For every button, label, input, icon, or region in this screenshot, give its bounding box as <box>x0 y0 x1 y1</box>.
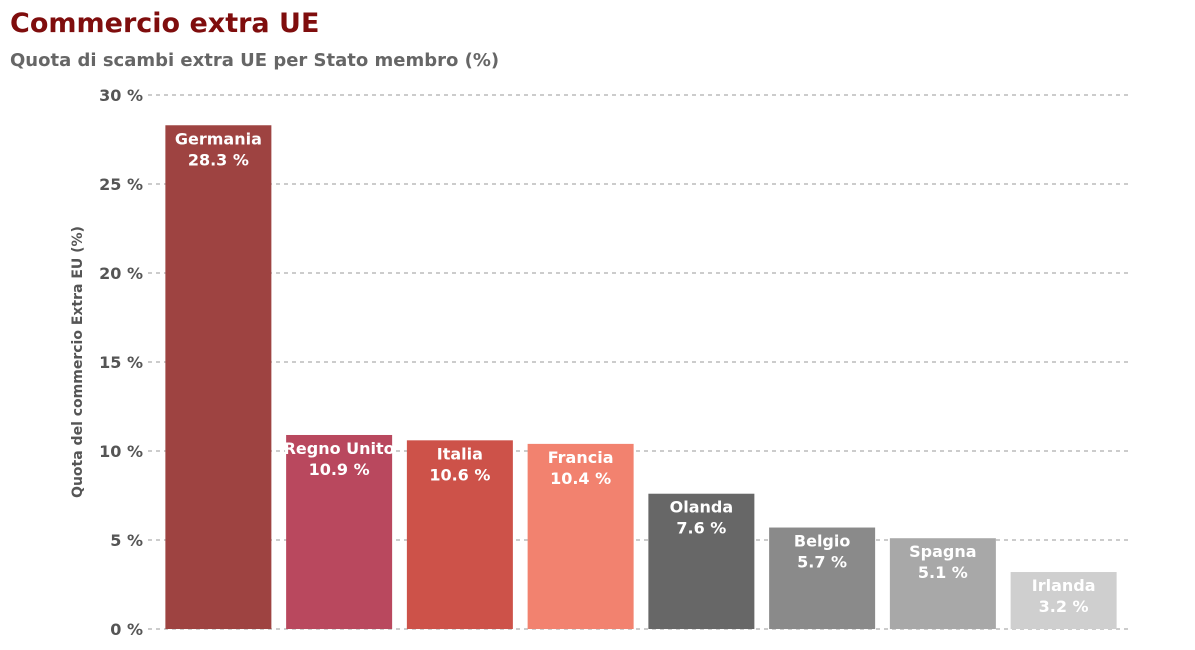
bar-germania <box>165 125 272 629</box>
bar-category-label: Francia <box>548 448 614 467</box>
bar-value-label: 28.3 % <box>188 150 249 169</box>
y-axis-ticks: 0 % 5 % 10 % 15 % 20 % 25 % 30 % <box>99 86 143 639</box>
bar-value-label: 10.9 % <box>309 460 370 479</box>
bar-category-label: Olanda <box>670 498 734 517</box>
bar-olanda <box>648 493 755 629</box>
bar-value-label: 10.6 % <box>429 465 490 484</box>
bar-italia <box>406 440 513 629</box>
bar-category-label: Spagna <box>909 542 976 561</box>
bar-regno-unito <box>286 434 393 629</box>
chart-title: Commercio extra UE <box>10 8 320 39</box>
bar-value-label: 7.6 % <box>676 519 726 538</box>
chart-subtitle: Quota di scambi extra UE per Stato membr… <box>10 50 500 71</box>
bar-category-label: Belgio <box>794 532 850 551</box>
bar-spagna <box>889 538 996 629</box>
bar-belgio <box>769 527 876 629</box>
y-tick-label: 20 % <box>99 264 143 283</box>
bar-category-label: Regno Unito <box>284 439 395 458</box>
bar-category-label: Germania <box>175 129 262 148</box>
y-axis-title: Quota del commercio Extra EU (%) <box>70 226 86 498</box>
bar-category-label: Irlanda <box>1032 576 1096 595</box>
bar-value-label: 5.7 % <box>797 553 847 572</box>
bar-irlanda <box>1010 572 1117 629</box>
y-tick-label: 0 % <box>110 620 143 639</box>
bar-category-label: Italia <box>437 444 483 463</box>
bar-value-label: 5.1 % <box>918 563 968 582</box>
y-tick-label: 15 % <box>99 353 143 372</box>
bar-value-label: 3.2 % <box>1039 597 1089 616</box>
bar-value-label: 10.4 % <box>550 469 611 488</box>
bars <box>165 125 1117 629</box>
bar-francia <box>527 443 634 629</box>
bar-labels: Germania 28.3 % Regno Unito 10.9 % Italia 10.… <box>175 129 1096 616</box>
y-tick-label: 30 % <box>99 86 143 105</box>
y-tick-label: 5 % <box>110 531 143 550</box>
y-tick-label: 25 % <box>99 175 143 194</box>
y-tick-label: 10 % <box>99 442 143 461</box>
